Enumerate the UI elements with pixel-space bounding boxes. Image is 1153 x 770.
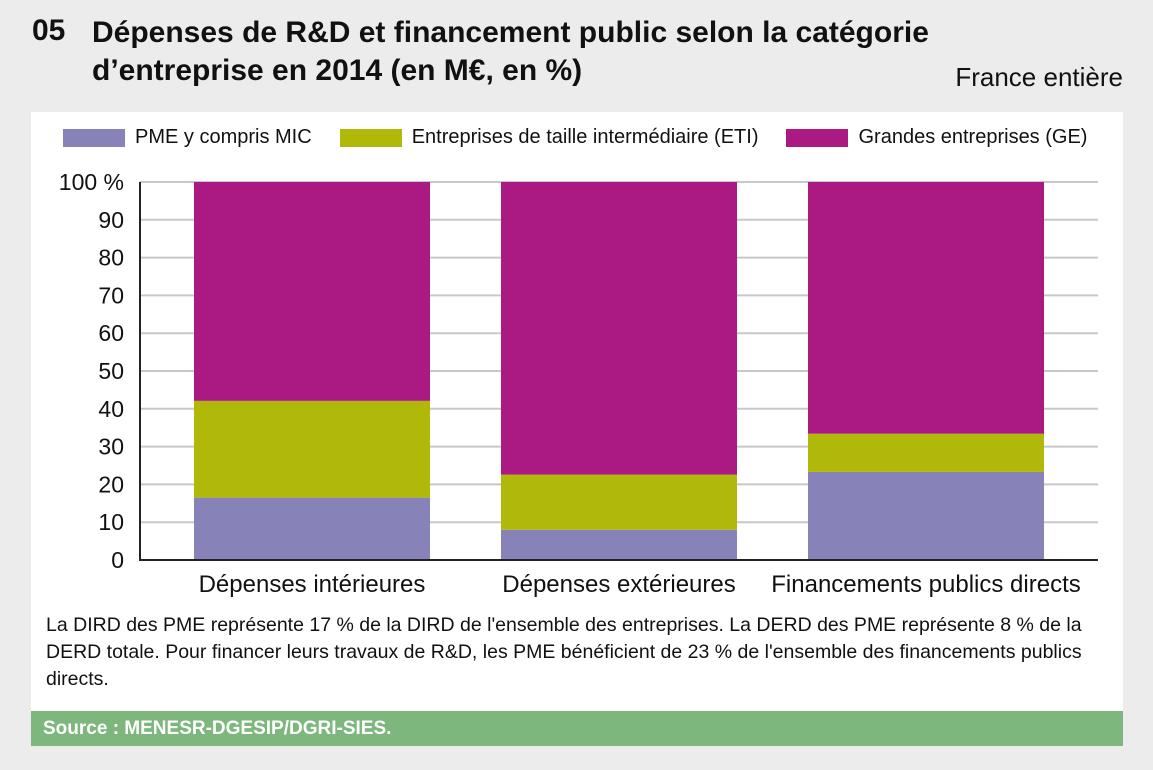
y-tick-label: 90 xyxy=(98,207,124,233)
legend-swatch xyxy=(786,128,849,147)
bar-segment xyxy=(194,497,430,560)
x-tick-label: Dépenses extérieures xyxy=(502,571,735,598)
bar-segment xyxy=(501,474,737,530)
source-bar: Source : MENESR-DGESIP/DGRI-SIES. xyxy=(31,711,1123,746)
y-tick-label: 0 xyxy=(111,547,124,573)
legend-label: Entreprises de taille intermédiaire (ETI… xyxy=(411,126,759,148)
y-tick-label: 80 xyxy=(98,245,124,271)
y-tick-label: 20 xyxy=(98,471,124,497)
legend-swatch xyxy=(63,128,125,147)
bar-segment xyxy=(194,182,430,401)
bar-segment xyxy=(501,182,737,475)
bar-segment xyxy=(501,529,737,560)
bar-segment xyxy=(808,433,1044,472)
chart-note: La DIRD des PME représente 17 % de la DI… xyxy=(46,614,1082,690)
legend-item: Entreprises de taille intermédiaire (ETI… xyxy=(339,126,759,149)
legend-label: Grandes entreprises (GE) xyxy=(858,126,1088,148)
legend-label: PME y compris MIC xyxy=(135,126,312,148)
figure-number: 05 xyxy=(32,14,66,47)
legend-item: PME y compris MIC xyxy=(63,126,312,149)
y-tick-label: 100 % xyxy=(59,169,124,195)
y-tick-label: 70 xyxy=(98,282,124,308)
y-tick-label: 10 xyxy=(98,509,124,535)
scope-label: France entière xyxy=(955,62,1123,92)
legend-item: Grandes entreprises (GE) xyxy=(786,126,1087,149)
y-tick-label: 40 xyxy=(98,396,124,422)
chart-title: Dépenses de R&D et financement public se… xyxy=(92,16,929,87)
legend: PME y compris MIC Entreprises de taille … xyxy=(63,126,1115,149)
x-tick-label: Dépenses intérieures xyxy=(199,571,426,598)
bar-segment xyxy=(808,471,1044,560)
bar-segment xyxy=(808,182,1044,434)
y-tick-label: 50 xyxy=(98,358,124,384)
y-tick-label: 30 xyxy=(98,434,124,460)
legend-swatch xyxy=(339,128,402,147)
y-tick-label: 60 xyxy=(98,320,124,346)
bar-segment xyxy=(194,400,430,498)
x-tick-label: Financements publics directs xyxy=(771,571,1080,598)
